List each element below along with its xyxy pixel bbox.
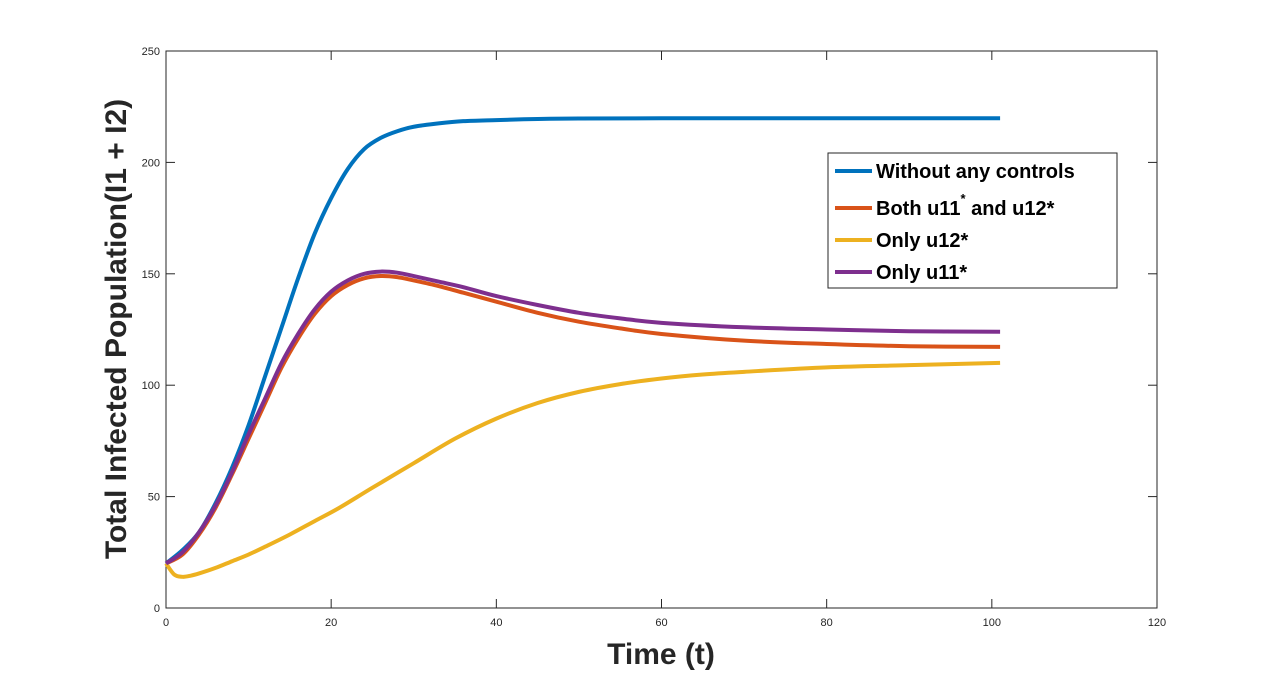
ticks-layer: 0 20 40 60 80 100 120 0 50 100 150 200 250 [142, 46, 1167, 629]
y-tick-label: 100 [142, 380, 160, 392]
legend-box [827, 152, 1118, 289]
x-tick-label: 40 [490, 617, 502, 629]
y-tick-label: 50 [148, 492, 160, 504]
y-tick-label: 200 [142, 157, 160, 169]
series-layer [164, 116, 1001, 579]
series-line-only-u11 [164, 269, 1001, 566]
y-tick-label: 150 [142, 269, 160, 281]
series-line-without-controls [164, 116, 1001, 566]
x-tick-label: 100 [983, 617, 1001, 629]
legend-label-main: Without any controls [876, 161, 1075, 183]
x-tick-label: 80 [821, 617, 833, 629]
legend: Without any controls Both u11* and u12* On… [827, 152, 1118, 289]
x-tick-label: 0 [163, 617, 169, 629]
legend-label-without-controls: Without any controls [876, 161, 1075, 183]
legend-label-main: Both u11 [876, 198, 960, 220]
x-axis-title: Time (t) [607, 638, 715, 671]
legend-label-main: Only u12* [876, 230, 968, 252]
x-tick-label: 60 [655, 617, 667, 629]
legend-label-superscript: * [960, 191, 966, 206]
series-line-only-u12 [164, 360, 1001, 579]
x-tick-label: 20 [325, 617, 337, 629]
y-tick-label: 0 [154, 603, 160, 615]
legend-label-only-u11: Only u11* [876, 262, 967, 284]
x-tick-label: 120 [1148, 617, 1166, 629]
legend-label-both-controls: Both u11* and u12* [876, 191, 1055, 220]
y-axis-title: Total Infected Population(I1 + I2) [100, 99, 133, 559]
legend-label-rest: and u12* [966, 198, 1055, 220]
plot-area [165, 50, 1158, 609]
legend-label-only-u12: Only u12* [876, 230, 968, 252]
legend-label-main: Only u11* [876, 262, 967, 284]
y-tick-label: 250 [142, 46, 160, 58]
